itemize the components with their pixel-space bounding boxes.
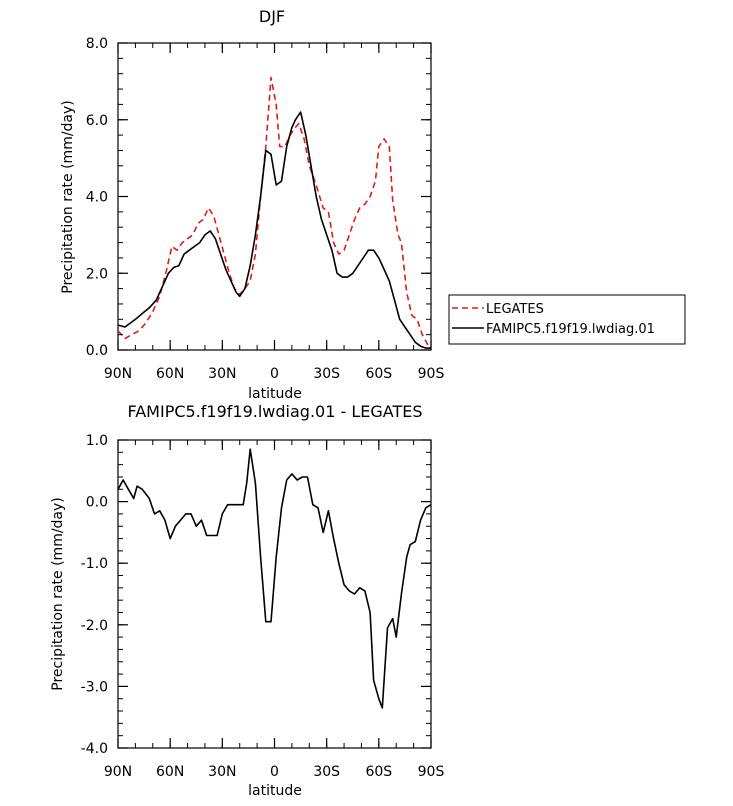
x-tick-label: 60N <box>156 366 184 382</box>
y-tick-label: 8.0 <box>86 36 108 52</box>
panel-top: DJF 90N 60N 30N 0 30S 60S 90S 0.0 2.0 4.0 6.0 8.0 l… <box>60 7 686 402</box>
series-lines <box>117 76 432 349</box>
x-tick-label: 90S <box>418 764 445 780</box>
y-tick-label: -2.0 <box>81 618 108 634</box>
plot-frame <box>117 439 432 749</box>
series-line-legates <box>117 76 432 349</box>
series-line-famipc5-f19f19-lwdiag-01 <box>117 111 431 349</box>
chart-title: DJF <box>259 7 285 26</box>
x-tick-label: 60N <box>156 764 184 780</box>
y-tick-label: 0.0 <box>86 495 108 511</box>
x-tick-label: 90N <box>104 366 132 382</box>
x-tick-label: 60S <box>365 764 392 780</box>
series-lines <box>117 448 432 709</box>
y-axis-label: Precipitation rate (mm/day) <box>50 497 66 691</box>
legend-entry-legates: LEGATES <box>486 302 544 317</box>
y-tick-label: 6.0 <box>86 113 108 129</box>
y-axis-label: Precipitation rate (mm/day) <box>60 100 76 294</box>
axis-ticks: 90N 60N 30N 0 30S 60S 90S 0.0 2.0 4.0 6.0 8.0 <box>86 36 445 382</box>
x-tick-label: 30S <box>313 764 340 780</box>
x-tick-label: 30N <box>208 366 236 382</box>
y-tick-label: 2.0 <box>86 266 108 282</box>
x-tick-label: 0 <box>270 764 279 780</box>
plot-area <box>117 439 432 749</box>
series-line-difference <box>117 448 432 709</box>
x-tick-label: 0 <box>270 366 279 382</box>
x-tick-label: 90N <box>104 764 132 780</box>
axis-ticks: 90N 60N 30N 0 30S 60S 90S 1.0 0.0 -1.0 -2.0 -3.0 -4.… <box>81 433 445 780</box>
plot-frame <box>117 42 432 351</box>
chart-title: FAMIPC5.f19f19.lwdiag.01 - LEGATES <box>127 402 422 421</box>
x-tick-label: 90S <box>418 366 445 382</box>
legend-entry-model: FAMIPC5.f19f19.lwdiag.01 <box>486 322 655 337</box>
y-tick-label: -4.0 <box>81 741 108 757</box>
x-axis-label: latitude <box>248 783 302 799</box>
y-tick-label: -3.0 <box>81 679 108 695</box>
y-tick-label: 4.0 <box>86 190 108 206</box>
x-tick-label: 30S <box>313 366 340 382</box>
legend-box <box>448 294 686 345</box>
panel-bottom: FAMIPC5.f19f19.lwdiag.01 - LEGATES 90N 60… <box>50 402 444 799</box>
x-tick-label: 30N <box>208 764 236 780</box>
legend: LEGATES FAMIPC5.f19f19.lwdiag.01 <box>448 294 686 345</box>
y-tick-label: -1.0 <box>81 556 108 572</box>
x-axis-label: latitude <box>248 386 302 402</box>
y-tick-label: 0.0 <box>86 343 108 359</box>
x-tick-label: 60S <box>365 366 392 382</box>
y-tick-label: 1.0 <box>86 433 108 449</box>
plot-area <box>117 42 432 351</box>
